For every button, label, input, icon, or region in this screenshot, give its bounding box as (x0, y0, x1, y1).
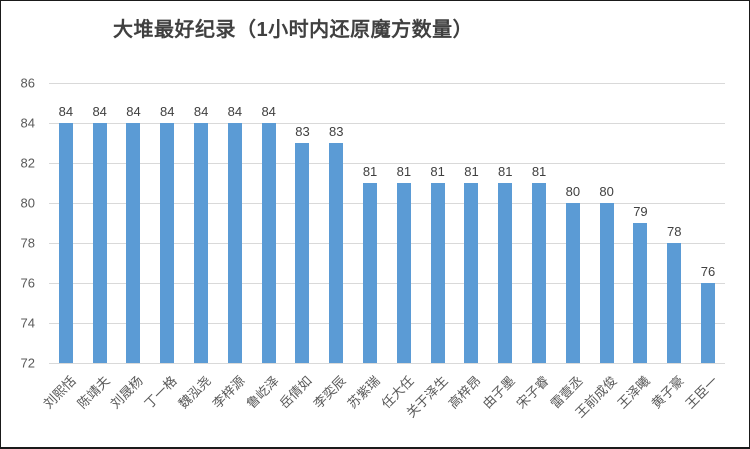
bar-value-label: 76 (700, 264, 716, 279)
category-label: 刘熙恬 (40, 373, 79, 412)
gridline (49, 203, 725, 204)
bar (92, 123, 107, 363)
bar-value-label: 81 (396, 164, 412, 179)
bar-value-label: 84 (261, 104, 276, 119)
y-axis-tick-label: 80 (20, 195, 35, 211)
bar-value-label: 84 (227, 104, 243, 119)
bar-value-label: 84 (126, 104, 141, 119)
bar-slot: 80 王前成俊 (572, 83, 624, 421)
bar-slot: 81 由子墨 (480, 83, 522, 411)
bar (58, 123, 73, 363)
category-label: 鲁屹泽 (243, 373, 282, 412)
y-axis-tick-label: 84 (20, 115, 35, 131)
bar-slot: 81 任大任 (378, 83, 421, 411)
bar (532, 183, 547, 363)
bar-slot: 84 陈靖夫 (74, 83, 117, 411)
category-label: 岳倩如 (277, 373, 316, 412)
category-label: 李梓源 (209, 373, 248, 412)
gridline (49, 83, 725, 84)
bar-slot: 81 宋子睿 (514, 83, 556, 411)
bar-value-label: 83 (329, 124, 344, 139)
bar-value-label: 80 (565, 184, 581, 199)
gridline (49, 243, 725, 244)
category-label: 黄子豪 (648, 373, 687, 412)
bar-value-label: 78 (667, 224, 682, 239)
category-label: 李奕辰 (310, 373, 350, 412)
bar (565, 203, 580, 363)
bar-value-label: 84 (193, 104, 209, 119)
bar (430, 183, 445, 363)
bar (396, 183, 411, 363)
bar (464, 183, 479, 363)
bar-value-label: 80 (599, 184, 614, 199)
y-axis-tick-label: 82 (20, 155, 35, 171)
category-label: 刘晟杨 (108, 373, 147, 412)
bar-slot: 84 鲁屹泽 (243, 83, 286, 411)
category-label: 魏泓尧 (175, 373, 214, 412)
gridline (49, 363, 725, 364)
gridline (49, 283, 725, 284)
plot-area: 84 刘熙恬 84 陈靖夫 84 刘晟杨 84 丁一格 84 魏泓尧 84 李梓源 84 鲁屹泽 83 岳倩如… (40, 83, 725, 421)
bar-slot: 84 刘熙恬 (40, 83, 83, 411)
bar-value-label: 79 (633, 204, 648, 219)
bar-slot: 80 雷壹丞 (547, 83, 590, 411)
category-label: 宋子睿 (513, 373, 552, 412)
bar-slot: 84 刘晟杨 (108, 83, 151, 411)
category-label: 高梓昂 (446, 373, 485, 412)
y-axis-labels: 72 74 76 78 80 82 84 86 (1, 76, 43, 371)
bar-value-label: 81 (430, 164, 445, 179)
bar-slot: 83 岳倩如 (277, 83, 320, 411)
bar-slots: 84 刘熙恬 84 陈靖夫 84 刘晟杨 84 丁一格 84 魏泓尧 84 李梓源 84 鲁屹泽 83 岳倩如… (40, 83, 725, 421)
bar (363, 183, 378, 363)
bar-value-label: 83 (295, 124, 310, 139)
bar-slot: 84 魏泓尧 (176, 83, 218, 411)
gridline (49, 163, 725, 164)
bar-slot: 81 高梓昂 (446, 83, 489, 411)
y-axis-tick-label: 78 (20, 235, 35, 251)
bar-slot: 84 李梓源 (209, 83, 252, 411)
bar-slot: 76 王臣一 (683, 83, 725, 411)
bar-slot: 78 黄子豪 (649, 83, 691, 411)
gridline (49, 323, 725, 324)
bar-value-label: 84 (92, 104, 107, 119)
bar-slot: 79 王泽曦 (615, 83, 658, 411)
bar (126, 123, 141, 363)
category-label: 陈靖夫 (74, 373, 113, 412)
bar-value-label: 81 (531, 164, 547, 179)
bar-slot: 84 丁一格 (142, 83, 184, 411)
bar (227, 123, 242, 363)
bar-value-label: 84 (58, 104, 74, 119)
bar (498, 183, 513, 363)
y-axis-tick-label: 72 (20, 355, 35, 371)
gridline (49, 123, 725, 124)
bar-slot: 81 关于泽生 (403, 83, 455, 421)
bar-value-label: 81 (498, 164, 513, 179)
category-label: 丁一格 (141, 373, 181, 412)
bar (329, 143, 344, 363)
bar (701, 283, 716, 363)
category-label: 王泽曦 (614, 373, 654, 412)
bar-value-label: 81 (362, 164, 378, 179)
category-label: 王臣一 (682, 373, 721, 412)
bar (599, 203, 614, 363)
bar-value-label: 84 (160, 104, 175, 119)
category-label: 苏紫瑞 (344, 373, 383, 412)
bar-value-label: 81 (464, 164, 479, 179)
y-axis-tick-label: 74 (20, 315, 35, 331)
y-axis-tick-label: 86 (20, 75, 35, 91)
bar (667, 243, 682, 363)
chart-title: 大堆最好纪录（1小时内还原魔方数量） (113, 19, 474, 41)
bar (160, 123, 175, 363)
bar (194, 123, 209, 363)
bar (295, 143, 310, 363)
y-axis-tick-label: 76 (20, 275, 35, 291)
bar-slot: 83 李奕辰 (311, 83, 353, 411)
category-label: 由子墨 (479, 373, 518, 412)
bar (261, 123, 276, 363)
bar-slot: 81 苏紫瑞 (345, 83, 387, 411)
bar (633, 223, 648, 363)
